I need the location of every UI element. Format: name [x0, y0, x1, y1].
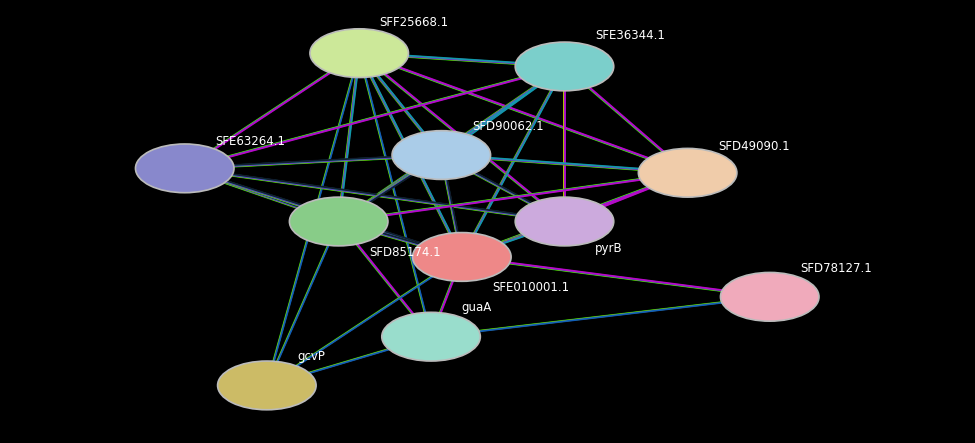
Text: SFD49090.1: SFD49090.1: [719, 140, 790, 153]
Ellipse shape: [515, 197, 613, 246]
Ellipse shape: [515, 42, 613, 91]
Ellipse shape: [412, 233, 511, 281]
Ellipse shape: [721, 272, 819, 321]
Ellipse shape: [639, 148, 737, 197]
Ellipse shape: [382, 312, 481, 361]
Text: SFE63264.1: SFE63264.1: [215, 135, 286, 148]
Ellipse shape: [392, 131, 490, 179]
Text: guaA: guaA: [462, 301, 492, 315]
Text: SFF25668.1: SFF25668.1: [379, 16, 449, 29]
Text: pyrB: pyrB: [596, 241, 623, 255]
Ellipse shape: [290, 197, 388, 246]
Ellipse shape: [136, 144, 234, 193]
Text: gcvP: gcvP: [297, 350, 326, 363]
Text: SFE36344.1: SFE36344.1: [596, 29, 665, 42]
Text: SFE010001.1: SFE010001.1: [492, 281, 569, 295]
Ellipse shape: [217, 361, 316, 410]
Ellipse shape: [310, 29, 409, 78]
Text: SFD85174.1: SFD85174.1: [370, 246, 441, 259]
Text: SFD78127.1: SFD78127.1: [800, 261, 873, 275]
Text: SFD90062.1: SFD90062.1: [472, 120, 544, 133]
